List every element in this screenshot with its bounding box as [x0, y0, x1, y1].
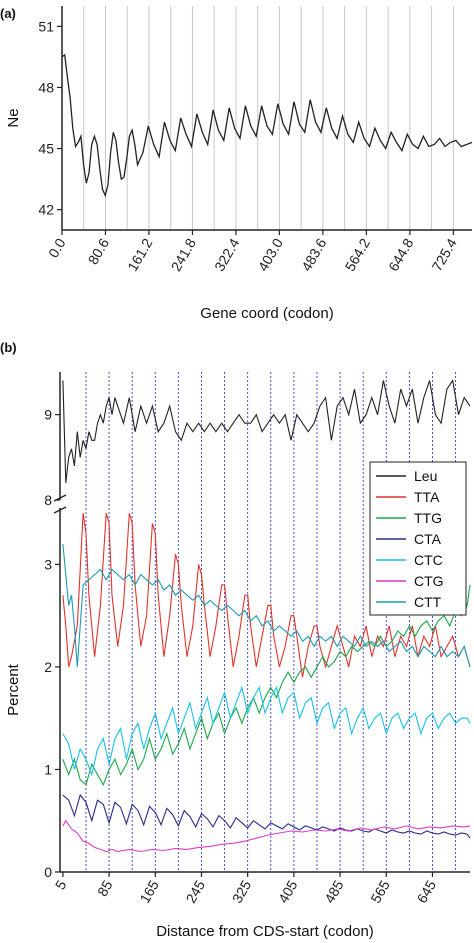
panel-b-x-axis-title: Distance from CDS-start (codon) — [156, 923, 374, 940]
panel-b-y-axis-title: Percent — [5, 663, 22, 716]
y-tick-label: 48 — [38, 79, 54, 95]
y-tick-label: 9 — [44, 407, 52, 423]
panel-b-x-ticks: 5 85 165 245 325 405 485 565 645 — [52, 872, 439, 906]
legend-label-ctt: CTT — [414, 594, 442, 610]
x-tick-label: 564.2 — [342, 235, 373, 274]
panel-b-legend: Leu TTA TTG CTA CTC CTG CTT — [369, 461, 467, 616]
x-tick-label: 80.6 — [85, 235, 113, 267]
panel-a-series — [61, 53, 473, 198]
panel-a-y-axis-title: Ne — [5, 108, 22, 127]
panel-b-y-ticks: 8 9 0 1 2 3 — [44, 407, 60, 880]
x-tick-label: 644.8 — [385, 235, 416, 274]
panel-a-gridlines — [83, 6, 454, 230]
series-line-ctt — [62, 543, 471, 668]
y-tick-label: 8 — [44, 492, 52, 508]
panel-b-series — [62, 379, 471, 853]
series-line-cta — [62, 793, 471, 839]
series-line-ne — [61, 53, 473, 198]
x-tick-label: 645 — [414, 877, 440, 905]
legend-label-ttg: TTG — [414, 510, 442, 526]
series-line-leu — [62, 379, 471, 483]
x-tick-label: 0.0 — [45, 235, 69, 260]
y-tick-label: 3 — [44, 556, 52, 572]
series-line-ctg — [62, 819, 471, 853]
x-tick-label: 322.4 — [211, 235, 242, 274]
legend-label-leu: Leu — [414, 468, 437, 484]
axis-break-mark — [53, 494, 67, 514]
x-tick-label: 85 — [94, 877, 116, 899]
x-tick-label: 241.8 — [168, 235, 199, 274]
x-tick-label: 245 — [183, 877, 209, 905]
panel-a-y-ticks: 42 45 48 51 — [38, 18, 62, 218]
legend-label-ctc: CTC — [414, 552, 443, 568]
panel-b-gridlines — [85, 372, 457, 872]
x-tick-label: 325 — [229, 877, 255, 905]
panel-a-x-axis-title: Gene coord (codon) — [200, 305, 333, 322]
panel-a-x-ticks: 0.0 80.6 161.2 241.8 322.4 403.0 483.6 564.2 644… — [45, 230, 460, 274]
series-line-ctc — [62, 685, 471, 777]
legend-label-ctg: CTG — [414, 573, 444, 589]
x-tick-label: 165 — [136, 877, 162, 905]
x-tick-label: 565 — [367, 877, 393, 905]
series-line-tta — [62, 512, 471, 678]
y-tick-label: 2 — [44, 659, 52, 675]
panel-a-label: (a) — [0, 6, 16, 21]
x-tick-label: 405 — [275, 877, 301, 905]
legend-label-cta: CTA — [414, 531, 442, 547]
x-tick-label: 725.4 — [429, 235, 460, 274]
panel-b: (b) 8 9 0 1 2 3 5 85 165 245 325 405 485 565 645 Perc… — [0, 340, 471, 940]
axis-break-stroke — [53, 506, 67, 514]
x-tick-label: 161.2 — [124, 235, 155, 274]
x-tick-label: 403.0 — [255, 235, 286, 274]
x-tick-label: 5 — [52, 877, 70, 892]
y-tick-label: 0 — [44, 864, 52, 880]
x-tick-label: 483.6 — [298, 235, 329, 274]
legend-label-tta: TTA — [414, 489, 440, 505]
panel-a: (a) 42 45 48 51 0.0 80.6 161.2 241.8 322.4 403.0… — [0, 6, 473, 322]
y-tick-label: 1 — [44, 761, 52, 777]
series-line-ttg — [62, 584, 471, 787]
panel-b-label: (b) — [0, 340, 17, 355]
y-tick-label: 42 — [38, 202, 54, 218]
y-tick-label: 51 — [38, 18, 54, 34]
y-tick-label: 45 — [38, 141, 54, 157]
x-tick-label: 485 — [321, 877, 347, 905]
